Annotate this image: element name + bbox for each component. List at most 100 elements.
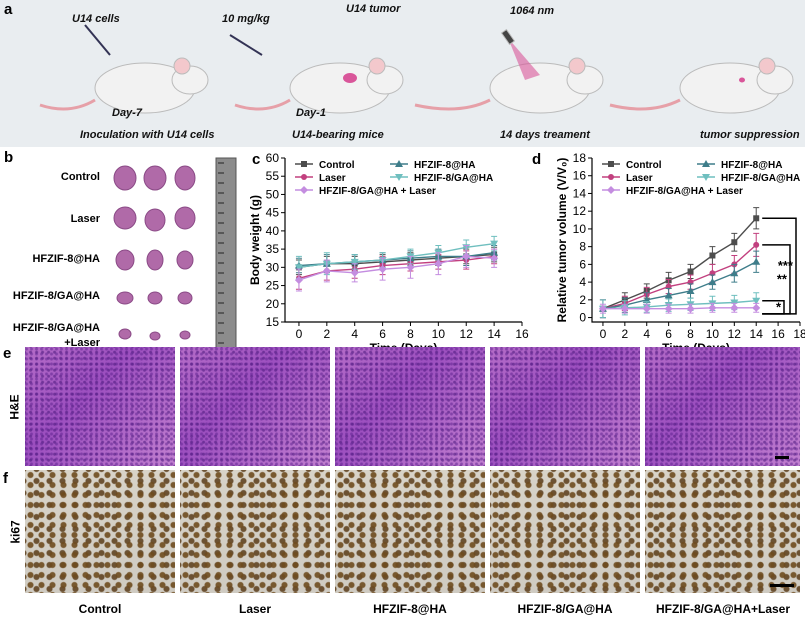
y-tick-label: 60 [266, 151, 280, 165]
x-tick-label: 16 [771, 327, 785, 341]
group-label: Laser [238, 602, 272, 616]
legend-marker [702, 174, 710, 181]
y-tick-label: 2 [579, 293, 586, 307]
marker [730, 269, 739, 277]
panel-letter: b [4, 149, 13, 166]
marker [752, 303, 761, 312]
marker [731, 239, 738, 246]
marker [753, 241, 760, 248]
step-top: U14 cells [72, 13, 120, 25]
marker [294, 276, 303, 285]
marker [730, 303, 739, 312]
step-top: 10 mg/kg [222, 13, 270, 25]
marker [350, 268, 359, 277]
y-tick-label: 20 [266, 297, 280, 311]
marker [642, 304, 651, 313]
marker [462, 252, 471, 261]
x-axis-label: Time (Days) [370, 341, 438, 350]
group-label: HFZIF-8/GA@HA [517, 602, 613, 616]
y-tick-label: 14 [573, 186, 587, 200]
significance-label: ** [777, 271, 788, 286]
histology-image [490, 347, 640, 466]
marker [664, 291, 673, 299]
legend-label: HFZIF-8@HA [414, 160, 475, 171]
group-label: Laser [71, 213, 101, 225]
x-tick-label: 16 [515, 327, 529, 341]
histology-image [645, 470, 800, 593]
group-label: HFZIF-8/GA@HA [13, 322, 100, 334]
x-tick-label: 8 [407, 327, 414, 341]
legend-label: Control [626, 160, 662, 171]
y-tick-label: 40 [266, 224, 280, 238]
x-tick-label: 0 [296, 327, 303, 341]
marker [686, 304, 695, 313]
histology-image [25, 470, 175, 593]
x-tick-label: 12 [728, 327, 742, 341]
y-tick-label: 35 [266, 242, 280, 256]
legend-label: Control [319, 160, 355, 171]
step-caption: U14-bearing mice [292, 129, 384, 141]
histology-image [180, 470, 330, 593]
legend-marker [608, 161, 614, 167]
y-tick-label: 45 [266, 206, 280, 220]
x-tick-label: 8 [687, 327, 694, 341]
marker [490, 254, 499, 263]
x-tick-label: 18 [793, 327, 805, 341]
scale-bar [775, 456, 789, 459]
tumor-photos [113, 165, 196, 341]
y-tick-label: 8 [579, 240, 586, 254]
x-tick-label: 6 [379, 327, 386, 341]
x-tick-label: 2 [621, 327, 628, 341]
x-tick-label: 4 [643, 327, 650, 341]
x-axis-label: Time (Days) [662, 341, 730, 350]
series-line [602, 261, 757, 310]
row-label: ki67 [8, 520, 23, 544]
histology-image [490, 470, 640, 593]
legend-marker [702, 160, 710, 167]
chart: c 15 20 25 30 35 40 45 50 55 60 0 2 4 6 8 10 12 14 16 Time … [250, 151, 529, 350]
marker [490, 240, 499, 248]
y-tick-label: 16 [573, 169, 587, 183]
y-tick-label: 55 [266, 169, 280, 183]
panel-letter: c [252, 151, 260, 168]
marker [753, 215, 760, 222]
group-label: +Laser [64, 337, 100, 349]
step-day: Day-1 [296, 107, 326, 119]
panel-a: U14 cells Day-7 Inoculation with U14 cel… [0, 0, 805, 147]
legend-marker [301, 174, 307, 180]
group-label: Control [78, 602, 122, 616]
y-tick-label: 12 [573, 204, 587, 218]
group-label: HFZIF-8@HA [373, 602, 447, 616]
marker [687, 268, 694, 275]
legend-marker [395, 160, 403, 167]
scale-bar [770, 584, 794, 587]
x-tick-label: 2 [323, 327, 330, 341]
legend-label: HFZIF-8@HA [721, 160, 782, 171]
x-tick-label: 12 [460, 327, 474, 341]
y-tick-label: 18 [573, 151, 587, 165]
legend-marker [301, 161, 307, 167]
x-tick-label: 10 [432, 327, 446, 341]
marker [752, 297, 761, 305]
x-tick-label: 14 [750, 327, 764, 341]
legend-label: HFZIF-8/GA@HA [414, 173, 493, 184]
step-top: 1064 nm [510, 5, 554, 17]
panel-letter: a [4, 1, 13, 18]
marker [708, 303, 717, 312]
legend-marker [395, 174, 403, 181]
y-tick-label: 0 [579, 311, 586, 325]
series-line [298, 242, 495, 269]
step-tumor: U14 tumor [346, 3, 401, 15]
series-line [602, 244, 757, 310]
group-label: HFZIF-8/GA@HA [13, 290, 100, 302]
legend-marker [607, 186, 615, 194]
marker [294, 264, 303, 272]
histology-image [180, 347, 330, 466]
legend-label: HFZIF-8/GA@HA [721, 173, 800, 184]
legend-marker [300, 186, 308, 194]
marker [378, 265, 387, 274]
x-tick-label: 14 [487, 327, 501, 341]
ruler [215, 157, 237, 354]
group-label: HFZIF-8/GA@HA+Laser [655, 602, 791, 616]
